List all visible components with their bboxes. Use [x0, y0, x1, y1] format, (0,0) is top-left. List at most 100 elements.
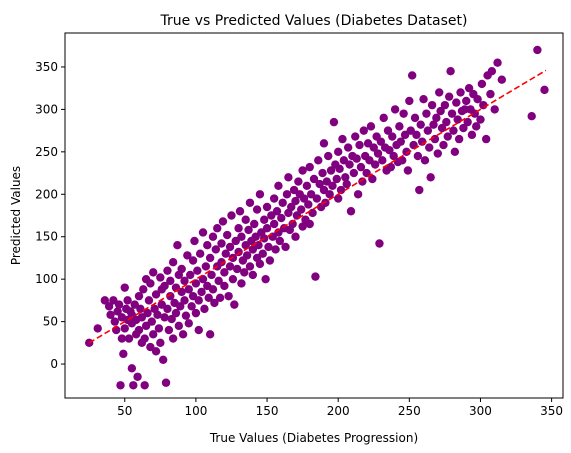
- data-point: [213, 224, 222, 233]
- data-point: [312, 194, 322, 203]
- data-point: [533, 45, 542, 55]
- data-point: [373, 149, 383, 158]
- data-point: [333, 194, 343, 203]
- data-point: [456, 88, 465, 97]
- data-point: [208, 285, 218, 294]
- points-layer: [84, 45, 549, 390]
- data-point: [386, 162, 396, 172]
- data-point: [385, 145, 394, 155]
- data-point: [114, 300, 124, 309]
- data-point: [356, 162, 366, 172]
- data-point: [232, 264, 242, 274]
- data-point: [346, 207, 356, 216]
- data-point: [332, 174, 341, 184]
- data-point: [403, 166, 413, 175]
- data-point: [123, 296, 132, 305]
- data-point: [254, 241, 263, 250]
- data-point: [234, 224, 243, 233]
- data-point: [351, 132, 360, 141]
- data-point: [143, 308, 152, 318]
- x-tick-label: 350: [540, 404, 563, 418]
- x-tick-label: 200: [327, 404, 350, 418]
- data-point: [291, 232, 300, 241]
- data-point: [120, 283, 129, 292]
- data-point: [486, 89, 495, 99]
- data-point: [459, 123, 468, 133]
- data-point: [140, 381, 149, 390]
- data-point: [335, 164, 344, 174]
- data-point: [220, 281, 229, 291]
- data-point: [258, 249, 267, 258]
- x-tick-label: 300: [469, 404, 492, 418]
- data-point: [299, 194, 309, 203]
- reference-line-layer: [88, 69, 547, 344]
- data-point: [171, 308, 181, 318]
- data-point: [358, 177, 367, 186]
- y-tick-label: 0: [50, 357, 58, 371]
- data-point: [203, 241, 212, 250]
- data-point: [449, 126, 458, 135]
- data-point: [353, 190, 363, 199]
- data-point: [174, 321, 184, 331]
- data-point: [134, 325, 144, 335]
- data-point: [366, 122, 376, 131]
- data-point: [452, 98, 461, 107]
- data-point: [241, 215, 250, 224]
- data-point: [164, 325, 174, 335]
- data-point: [324, 151, 333, 161]
- data-point: [265, 256, 275, 265]
- data-point: [405, 96, 414, 106]
- data-point: [151, 290, 161, 299]
- data-point: [298, 166, 307, 175]
- data-point: [407, 71, 417, 80]
- data-point: [369, 143, 378, 152]
- data-point: [227, 211, 236, 220]
- data-point: [349, 168, 359, 178]
- data-point: [191, 308, 201, 318]
- data-point: [309, 174, 319, 184]
- data-point: [447, 109, 457, 118]
- data-point: [146, 279, 155, 288]
- data-point: [402, 147, 411, 157]
- data-point: [269, 219, 279, 229]
- data-point: [177, 264, 186, 274]
- data-point: [420, 156, 430, 165]
- data-point: [476, 115, 485, 124]
- data-point: [473, 95, 482, 104]
- data-point: [370, 160, 380, 169]
- data-point: [184, 319, 193, 328]
- data-point: [160, 281, 169, 291]
- data-point: [84, 338, 94, 348]
- data-point: [345, 160, 354, 169]
- data-point: [410, 113, 420, 123]
- data-point: [235, 207, 245, 216]
- data-point: [244, 225, 253, 235]
- data-point: [490, 105, 499, 114]
- data-point: [100, 296, 110, 305]
- data-point: [319, 139, 329, 148]
- data-point: [355, 140, 364, 150]
- data-point: [205, 330, 215, 339]
- data-point: [187, 302, 196, 311]
- data-point: [336, 185, 346, 195]
- data-point: [315, 179, 324, 189]
- data-point: [296, 205, 306, 214]
- data-point: [342, 179, 351, 189]
- data-point: [237, 279, 246, 288]
- data-point: [242, 251, 252, 260]
- data-point: [255, 190, 265, 199]
- data-point: [104, 302, 114, 311]
- data-point: [154, 324, 164, 333]
- y-tick-label: 50: [43, 315, 58, 329]
- data-point: [255, 259, 265, 269]
- data-point: [116, 381, 125, 390]
- data-point: [136, 304, 145, 314]
- data-point: [463, 117, 472, 127]
- data-point: [497, 75, 507, 84]
- data-point: [218, 217, 228, 226]
- data-point: [325, 190, 334, 199]
- data-point: [133, 372, 142, 381]
- data-point: [217, 257, 226, 267]
- data-point: [305, 162, 314, 172]
